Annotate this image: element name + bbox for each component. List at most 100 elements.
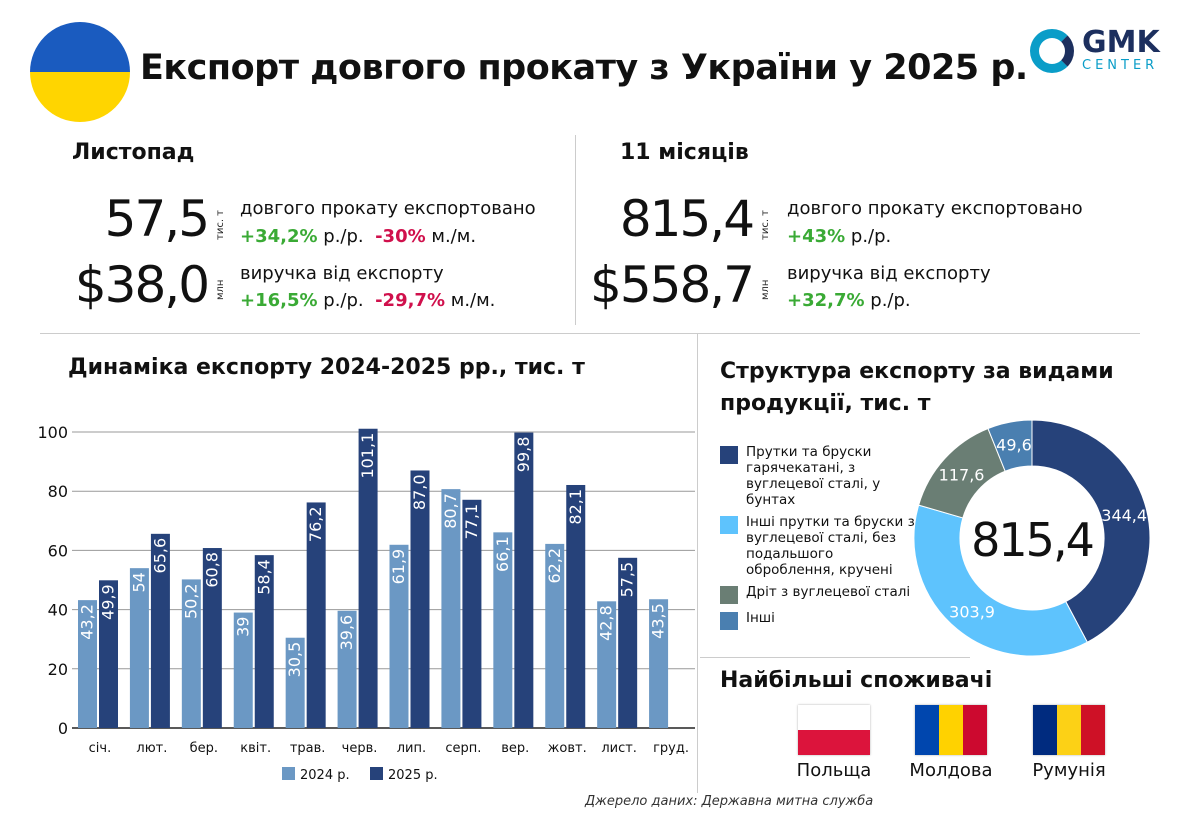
legend-item: Інші прутки та бруски з вуглецевої сталі… [720, 514, 920, 578]
donut-chart: 344,4 303,9 117,6 49,6 815,4 [913, 419, 1151, 657]
bar-2025 [150, 533, 170, 728]
divider [40, 333, 1140, 334]
flag-romania [1033, 705, 1105, 755]
gmk-logo: GMK CENTER [1030, 28, 1160, 73]
y-tick-label: 40 [48, 601, 68, 620]
x-tick-label: лип. [397, 741, 426, 756]
bar-value-label: 43,2 [78, 604, 97, 640]
nov-volume-value: 57,5 [104, 190, 210, 248]
y-tick-label: 20 [48, 660, 68, 679]
ytd-revenue-unit: млн [760, 279, 771, 300]
legend-swatch [370, 767, 383, 780]
bar-2025 [306, 502, 326, 728]
bar-2024 [285, 637, 305, 728]
divider [697, 333, 698, 793]
bar-2024 [649, 599, 669, 728]
bar-value-label: 39 [233, 617, 252, 637]
flag-moldova [915, 705, 987, 755]
nov-volume-label: довгого прокату експортовано [240, 198, 536, 219]
bar-2025 [410, 470, 430, 728]
donut-center-label: 815,4 [971, 513, 1093, 567]
y-tick-label: 80 [48, 482, 68, 501]
logo-ring-icon [1030, 28, 1074, 73]
slice-value-label: 117,6 [939, 465, 985, 484]
november-heading: Листопад [72, 140, 195, 165]
donut-slice [987, 419, 1033, 472]
slice-value-label: 303,9 [949, 603, 995, 622]
slice-value-label: 49,6 [996, 436, 1032, 455]
x-tick-label: січ. [89, 741, 112, 756]
nov-revenue-label: виручка від експорту [240, 263, 444, 284]
bar-value-label: 82,1 [566, 489, 585, 525]
legend-label: 2025 р. [388, 768, 438, 783]
consumer-name: Румунія [1032, 760, 1106, 781]
logo-text: GMK [1082, 25, 1160, 60]
bar-value-label: 62,2 [545, 548, 564, 584]
logo-subtext: CENTER [1082, 58, 1159, 73]
bar-2025 [514, 432, 534, 728]
bar-value-label: 39,6 [337, 615, 356, 651]
bar-2025 [358, 428, 378, 728]
legend-swatch [720, 586, 738, 604]
source-note: Джерело даних: Державна митна служба [585, 794, 874, 809]
bar-2025 [462, 499, 482, 728]
x-tick-label: черв. [342, 741, 378, 756]
consumers-heading: Найбільші споживачі [720, 668, 993, 693]
legend-swatch [282, 767, 295, 780]
bar-2024 [493, 532, 513, 728]
ytd-revenue-value: $558,7 [590, 256, 755, 314]
legend-swatch [720, 612, 738, 630]
legend-swatch [720, 446, 738, 464]
bar-2024 [129, 568, 149, 728]
bar-value-label: 49,9 [99, 584, 118, 620]
x-tick-label: жовт. [548, 741, 587, 756]
bar-chart-title: Динаміка експорту 2024-2025 рр., тис. т [68, 355, 585, 380]
slice-value-label: 344,4 [1101, 506, 1147, 525]
bar-value-label: 101,1 [358, 433, 377, 479]
bar-value-label: 43,5 [649, 603, 668, 639]
bar-2024 [545, 543, 565, 728]
bar-value-label: 66,1 [493, 536, 512, 572]
bar-2025 [254, 555, 274, 728]
bar-value-label: 58,4 [254, 559, 273, 595]
bar-value-label: 42,8 [597, 605, 616, 641]
bar-2024 [337, 610, 357, 728]
y-tick-label: 0 [58, 719, 68, 738]
divider [575, 135, 576, 325]
ytd-revenue-label: виручка від експорту [787, 263, 991, 284]
bar-value-label: 60,8 [202, 552, 221, 588]
page-title: Експорт довгого прокату з України у 2025… [140, 48, 1028, 88]
bar-value-label: 76,2 [306, 506, 325, 542]
bar-2025 [566, 484, 586, 728]
legend-item: Інші [720, 610, 920, 630]
legend-label: Дріт з вуглецевої сталі [746, 584, 911, 600]
x-tick-label: лют. [136, 741, 167, 756]
bar-2025 [618, 557, 638, 728]
bar-value-label: 54 [129, 572, 148, 592]
consumer-name: Молдова [909, 760, 993, 781]
legend-label: Інші прутки та бруски з вуглецевої сталі… [746, 514, 915, 578]
nov-volume-changes: +34,2% р./р. -30% м./м. [240, 226, 477, 247]
eleven-months-heading: 11 місяців [620, 140, 749, 165]
donut-chart-title: Структура експорту за видами продукції, … [720, 359, 1114, 416]
ytd-volume-changes: +43% р./р. [787, 226, 892, 247]
bar-value-label: 50,2 [181, 583, 200, 619]
bar-2024 [233, 612, 253, 728]
donut-slice [1031, 419, 1151, 643]
bar-value-label: 30,5 [285, 642, 304, 678]
y-tick-label: 100 [37, 423, 68, 442]
bar-2025 [202, 548, 222, 728]
x-tick-label: груд. [653, 741, 689, 756]
bar-2024 [597, 601, 617, 728]
bar-value-label: 99,8 [514, 437, 533, 473]
nov-revenue-value: $38,0 [74, 256, 210, 314]
nov-volume-unit: тис. т [215, 209, 226, 240]
ytd-volume-label: довгого прокату експортовано [787, 198, 1083, 219]
x-tick-label: вер. [501, 741, 529, 756]
bar-value-label: 61,9 [389, 549, 408, 585]
consumer-name: Польща [796, 760, 872, 781]
donut-slice [913, 504, 1089, 657]
legend-item: Дріт з вуглецевої сталі [720, 584, 920, 604]
ytd-volume-value: 815,4 [619, 190, 755, 248]
